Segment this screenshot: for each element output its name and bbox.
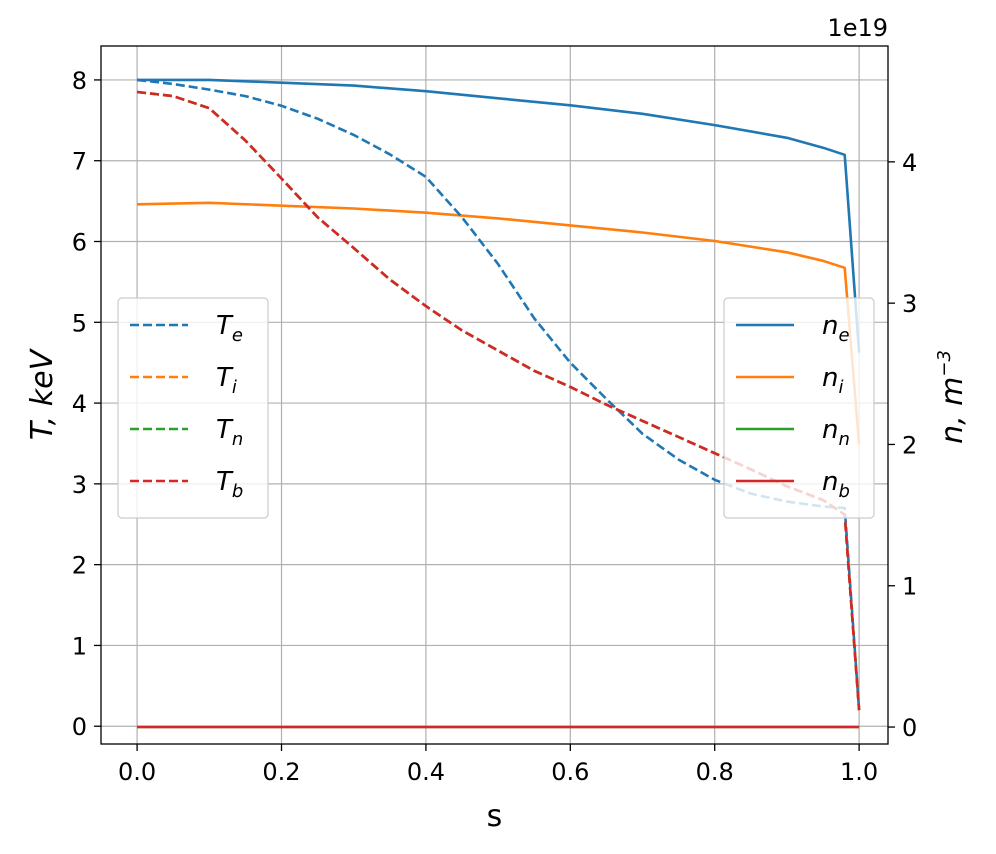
x-axis: 0.0 0.2 0.4 0.6 0.8 1.0 [118, 744, 878, 786]
x-tick-label: 0.4 [407, 758, 445, 786]
legend-left: Te Ti Tn Tb [117, 297, 269, 519]
y-left-tick-label: 0 [72, 713, 87, 741]
y-axis-right-label-exponent: −3 [934, 350, 955, 377]
legend-label: Tb [216, 467, 243, 502]
x-tick-label: 1.0 [840, 758, 878, 786]
legend-label: ne [822, 311, 850, 346]
y-left-tick-label: 1 [72, 632, 87, 660]
y-axis-left-label: T, keV [25, 347, 60, 440]
y-right-tick-label: 2 [902, 431, 917, 459]
y-right-tick-label: 3 [902, 290, 917, 318]
x-axis-label: s [487, 799, 503, 834]
legend-frame [723, 297, 875, 519]
y-axis-right-label: n, m−3 [934, 350, 970, 444]
plot-series [136, 78, 861, 729]
legend-label: Ti [216, 363, 237, 398]
legend-frame [117, 297, 269, 519]
legend-label: Tn [216, 415, 243, 450]
series-right-n-i [137, 201, 861, 445]
x-tick-label: 0.0 [118, 758, 156, 786]
series-left-t-b [136, 90, 861, 711]
y-axis-right: 0 1 2 3 4 [888, 149, 917, 742]
y-right-tick-label: 4 [902, 149, 917, 177]
y-left-tick-label: 3 [72, 471, 87, 499]
right-axis-offset: 1e19 [827, 14, 888, 42]
y-left-tick-label: 4 [72, 390, 87, 418]
y-right-tick-label: 1 [902, 573, 917, 601]
legend-label: Te [216, 311, 243, 346]
y-left-tick-label: 2 [72, 552, 87, 580]
legend-label: nn [822, 415, 850, 450]
y-left-tick-label: 6 [72, 229, 87, 257]
legend-right: ne ni nn nb [723, 297, 875, 519]
y-left-tick-label: 5 [72, 309, 87, 337]
y-left-tick-label: 8 [72, 67, 87, 95]
y-right-tick-label: 0 [902, 714, 917, 742]
y-left-tick-label: 7 [72, 148, 87, 176]
x-tick-label: 0.2 [262, 758, 300, 786]
legend-label: ni [822, 363, 844, 398]
plot-frame [100, 45, 889, 745]
x-tick-label: 0.8 [696, 758, 734, 786]
legend-label: nb [822, 467, 850, 502]
x-tick-label: 0.6 [551, 758, 589, 786]
series-right-n-e [137, 78, 861, 353]
y-axis-left: 0 1 2 3 4 5 6 7 8 [72, 67, 101, 741]
y-axis-right-label-base: n, m [935, 377, 970, 444]
